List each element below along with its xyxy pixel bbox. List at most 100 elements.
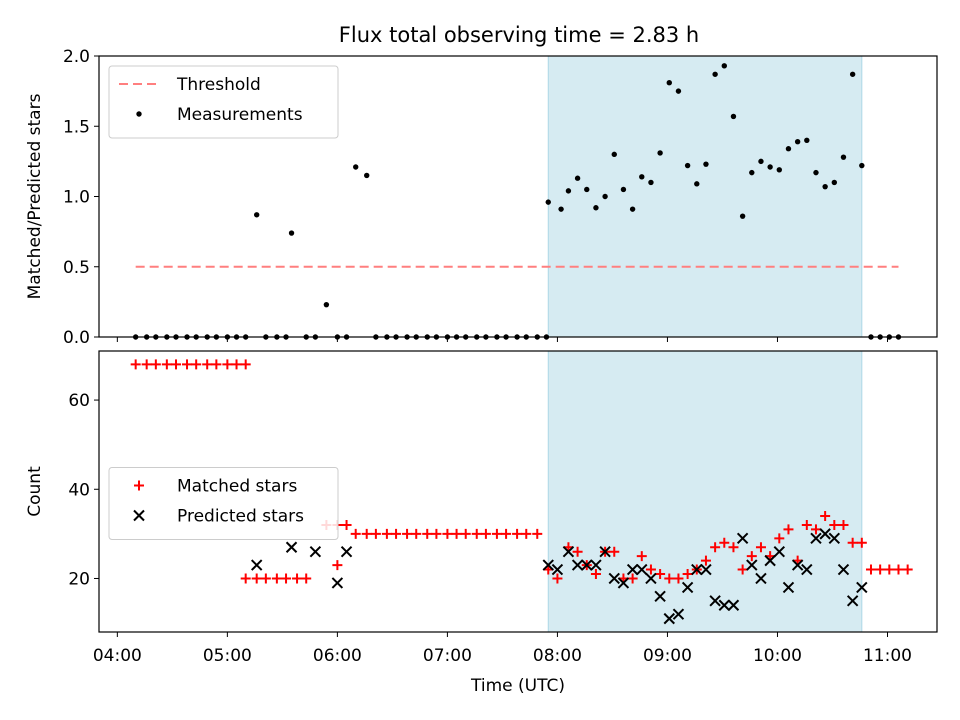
legend-box (108, 65, 339, 139)
legend-predicted-swatch (133, 509, 145, 522)
matched-stars-point (810, 524, 821, 535)
matched-stars-point (847, 537, 858, 548)
y-tick-label: 60 (68, 391, 90, 411)
legend-label: Measurements (177, 105, 303, 125)
matched-stars-point (645, 564, 656, 575)
x-tick-label: 04:00 (93, 646, 142, 666)
matched-stars-point (884, 564, 895, 575)
x-tick-label: 10:00 (753, 646, 802, 666)
matched-stars-point (875, 564, 886, 575)
matched-stars-point (222, 359, 233, 370)
bottom-panel: 20 40 60 Count Matched stars Predicted stars (25, 350, 938, 637)
measurement-point (558, 206, 564, 212)
predicted-stars-point (801, 563, 813, 576)
matched-stars-point (350, 528, 361, 539)
x-axis-label: Time (UTC) (470, 676, 565, 696)
measurement-point (703, 161, 709, 167)
measurement-point (593, 205, 599, 211)
measurement-point (353, 164, 359, 170)
predicted-stars-point (764, 554, 776, 567)
measurement-point (813, 169, 819, 176)
matched-stars-point (370, 528, 381, 539)
predicted-stars-point (562, 546, 575, 558)
axes-frame (98, 350, 938, 633)
matched-stars-point (231, 359, 242, 370)
y-tick-label: 2.0 (63, 47, 90, 67)
matched-stars-point (292, 573, 303, 584)
y-tick-label: 0.5 (63, 258, 90, 278)
measurement-point (666, 79, 672, 86)
measurement-point (804, 137, 810, 143)
matched-stars-point (801, 519, 812, 530)
chart-title: Flux total observing time = 2.83 h (339, 23, 699, 47)
measurement-point (767, 164, 773, 170)
matched-stars-point (746, 551, 757, 562)
measurement-point (822, 183, 828, 190)
matched-stars-point (501, 528, 512, 539)
measurement-point (758, 158, 764, 165)
matched-stars-point (171, 359, 182, 370)
measurement-point (675, 88, 682, 94)
predicted-stars-point (791, 559, 804, 571)
predicted-stars-point (654, 590, 666, 603)
measurement-point (831, 179, 838, 186)
predicted-stars-point (810, 532, 822, 545)
matched-stars-point (240, 573, 251, 584)
predicted-stars-point (773, 546, 786, 558)
y-tick-label: 20 (68, 569, 90, 589)
matched-stars-point (636, 551, 647, 562)
matched-stars-point (402, 528, 413, 539)
predicted-stars-point (331, 577, 344, 589)
y-tick-label: 0.0 (63, 328, 90, 348)
matched-stars-point (240, 359, 251, 370)
matched-stars-point (301, 573, 312, 584)
matched-stars-point (150, 359, 161, 370)
predicted-stars-point (250, 559, 263, 571)
matched-stars-point (491, 528, 502, 539)
predicted-stars-point (718, 599, 730, 611)
shaded-interval (548, 56, 862, 337)
matched-stars-point (609, 546, 620, 557)
predicted-stars-point (617, 577, 630, 589)
matched-stars-point (422, 528, 433, 539)
measurement-point (739, 213, 746, 219)
predicted-stars-point (340, 546, 353, 558)
matched-stars-point (893, 564, 904, 575)
matched-stars-point (728, 542, 739, 553)
matched-stars-point (130, 359, 141, 370)
measurement-point (849, 71, 856, 77)
legend-label: Threshold (176, 75, 261, 95)
predicted-stars-point (590, 559, 602, 571)
legend: Matched stars Predicted stars (108, 467, 339, 540)
matched-stars-point (865, 564, 876, 575)
y-axis-label: Matched/Predicted stars (25, 93, 45, 299)
measurement-point (712, 71, 718, 77)
measurement-point (730, 113, 737, 120)
measurement-point (639, 174, 645, 180)
matched-stars-point (381, 528, 392, 539)
predicted-stars-point (581, 559, 593, 571)
measurement-point (840, 154, 847, 160)
y-tick-label: 1.0 (63, 188, 90, 208)
x-tick-label: 07:00 (423, 646, 472, 666)
y-tick-label: 1.5 (63, 117, 90, 137)
matched-stars-point (471, 528, 482, 539)
matched-stars-point (361, 528, 372, 539)
predicted-stars-point (746, 559, 758, 571)
predicted-stars-point (571, 559, 584, 571)
measurement-point (611, 151, 617, 158)
matched-stars-point (332, 560, 343, 571)
predicted-stars-point (599, 546, 611, 558)
predicted-stars-point (856, 581, 868, 594)
matched-stars-point (755, 542, 766, 553)
matched-stars-point (719, 537, 730, 548)
predicted-stars-point (691, 563, 703, 576)
measurement-point (584, 186, 590, 193)
matched-stars-point (480, 528, 491, 539)
predicted-stars-point (736, 532, 749, 545)
x-tick-label: 11:00 (863, 646, 912, 666)
matched-stars-point (829, 519, 840, 530)
matched-stars-point (281, 573, 292, 584)
predicted-stars-point (782, 581, 795, 594)
